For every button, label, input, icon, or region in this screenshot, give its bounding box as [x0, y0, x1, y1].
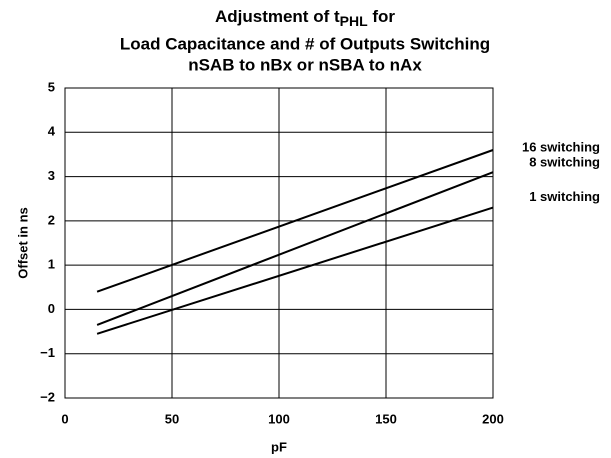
series-label: 16 switching: [522, 139, 600, 154]
title-prefix: Adjustment of t: [215, 7, 340, 26]
title-suffix: for: [368, 7, 396, 26]
y-tick-label: −1: [40, 345, 55, 360]
x-tick-label: 150: [375, 411, 397, 426]
y-axis-label: Offset in ns: [15, 207, 30, 279]
y-tick-label: 2: [48, 212, 55, 227]
subtitle: nSAB to nBx or nSBA to nAx: [188, 55, 422, 74]
y-tick-label: 4: [48, 124, 56, 139]
x-tick-label: 200: [482, 411, 504, 426]
chart-title: Adjustment of tPHL for: [215, 7, 395, 28]
title-subscript: PHL: [340, 13, 368, 29]
y-tick-label: 3: [48, 168, 55, 183]
series-line: [96, 149, 494, 293]
y-tick-label: 0: [48, 301, 55, 316]
x-axis-label: pF: [271, 439, 287, 454]
y-tick-label: −2: [40, 389, 55, 404]
x-tick-label: 50: [165, 411, 179, 426]
x-tick-label: 0: [61, 411, 68, 426]
series-label: 8 switching: [529, 155, 600, 170]
subtitle: Load Capacitance and # of Outputs Switch…: [120, 34, 490, 53]
series-label: 1 switching: [529, 189, 600, 204]
series-line: [96, 171, 494, 326]
y-tick-label: 5: [48, 79, 55, 94]
x-tick-label: 100: [268, 411, 290, 426]
series-line: [96, 206, 494, 335]
y-tick-label: 1: [48, 257, 55, 272]
